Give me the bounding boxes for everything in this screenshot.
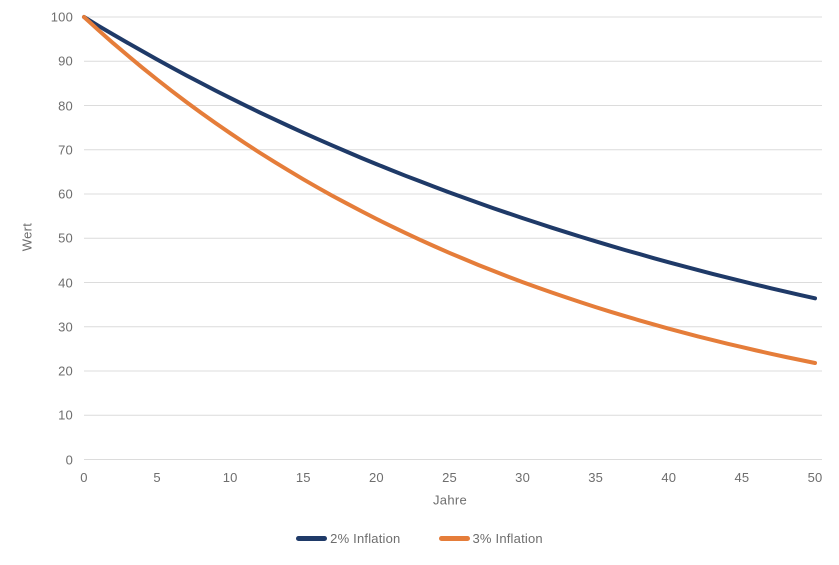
- x-tick-label: 45: [734, 470, 750, 485]
- x-tick-label: 0: [80, 470, 88, 485]
- y-tick-label: 70: [58, 142, 73, 158]
- x-tick-label: 20: [368, 470, 384, 485]
- y-tick-label: 20: [58, 363, 73, 379]
- legend-swatch-2-inflation-line: [296, 536, 328, 541]
- legend-swatch-3-inflation-line: [438, 536, 470, 541]
- y-tick-label: 30: [58, 319, 73, 335]
- y-tick-label: 10: [58, 407, 73, 423]
- y-tick-label: 50: [58, 230, 73, 246]
- series-line-2-inflation: [82, 15, 817, 301]
- y-tick-label: 0: [65, 452, 73, 467]
- legend-label-3-inflation: 3% Inflation: [472, 531, 543, 546]
- x-tick-label: 15: [295, 470, 311, 485]
- y-tick-label: 40: [58, 275, 73, 290]
- y-tick-label: 100: [50, 9, 73, 25]
- legend: 2% Inflation 3% Inflation: [0, 531, 839, 546]
- series-line-3-inflation: [82, 15, 817, 365]
- x-tick-label: 40: [661, 470, 677, 485]
- legend-item-3-inflation: 3% Inflation: [438, 531, 543, 546]
- y-tick-label: 80: [58, 98, 73, 113]
- legend-label-2-inflation: 2% Inflation: [330, 531, 401, 546]
- x-tick-label: 30: [515, 470, 531, 485]
- y-tick-label: 90: [58, 53, 73, 69]
- x-tick-label: 25: [442, 470, 457, 485]
- legend-item-2-inflation: 2% Inflation: [296, 531, 400, 546]
- x-tick-label: 10: [222, 470, 238, 485]
- x-axis-title: Jahre: [432, 492, 468, 508]
- y-tick-label: 60: [58, 186, 73, 202]
- x-tick-label: 5: [153, 470, 161, 485]
- x-tick-label: 35: [588, 470, 604, 485]
- x-tick-label: 50: [807, 470, 823, 485]
